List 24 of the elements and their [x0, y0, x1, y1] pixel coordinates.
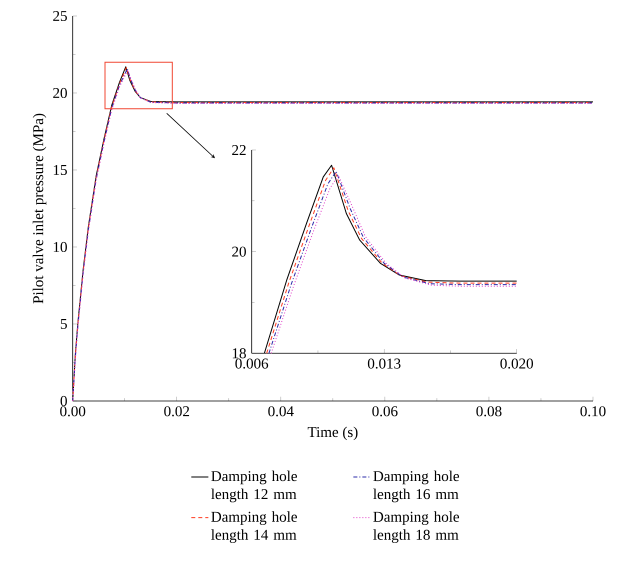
y-tick-label: 0 — [60, 396, 67, 406]
y-tick-label: 25 — [53, 10, 67, 22]
x-tick-label: 0.020 — [500, 358, 534, 369]
x-tick-label: 0.04 — [268, 406, 294, 416]
legend-label: Damping hole length 18 mm — [373, 511, 460, 543]
x-tick-label: 0.013 — [368, 358, 400, 369]
y-axis-title: Pilot valve inlet pressure (MPa) — [32, 114, 46, 304]
legend-label: Damping hole length 16 mm — [373, 470, 460, 502]
y-tick-label: 18 — [232, 348, 246, 358]
y-tick-label: 20 — [53, 88, 67, 98]
x-tick-label: 0.10 — [580, 406, 606, 416]
legend-label: Damping hole length 12 mm — [211, 470, 297, 502]
x-tick-label: 0.00 — [60, 406, 86, 416]
x-tick-label: 0.08 — [476, 406, 502, 416]
y-tick-label: 22 — [232, 145, 246, 155]
x-tick-label: 0.06 — [372, 406, 398, 416]
x-tick-label: 0.006 — [235, 358, 268, 369]
x-axis-title: Time (s) — [308, 426, 358, 440]
y-tick-label: 20 — [232, 246, 246, 257]
legend-label: Damping hole length 14 mm — [211, 511, 297, 543]
y-tick-label: 10 — [54, 242, 67, 252]
y-tick-label: 5 — [60, 319, 67, 329]
y-tick-label: 15 — [54, 164, 67, 176]
x-tick-label: 0.02 — [164, 406, 190, 416]
